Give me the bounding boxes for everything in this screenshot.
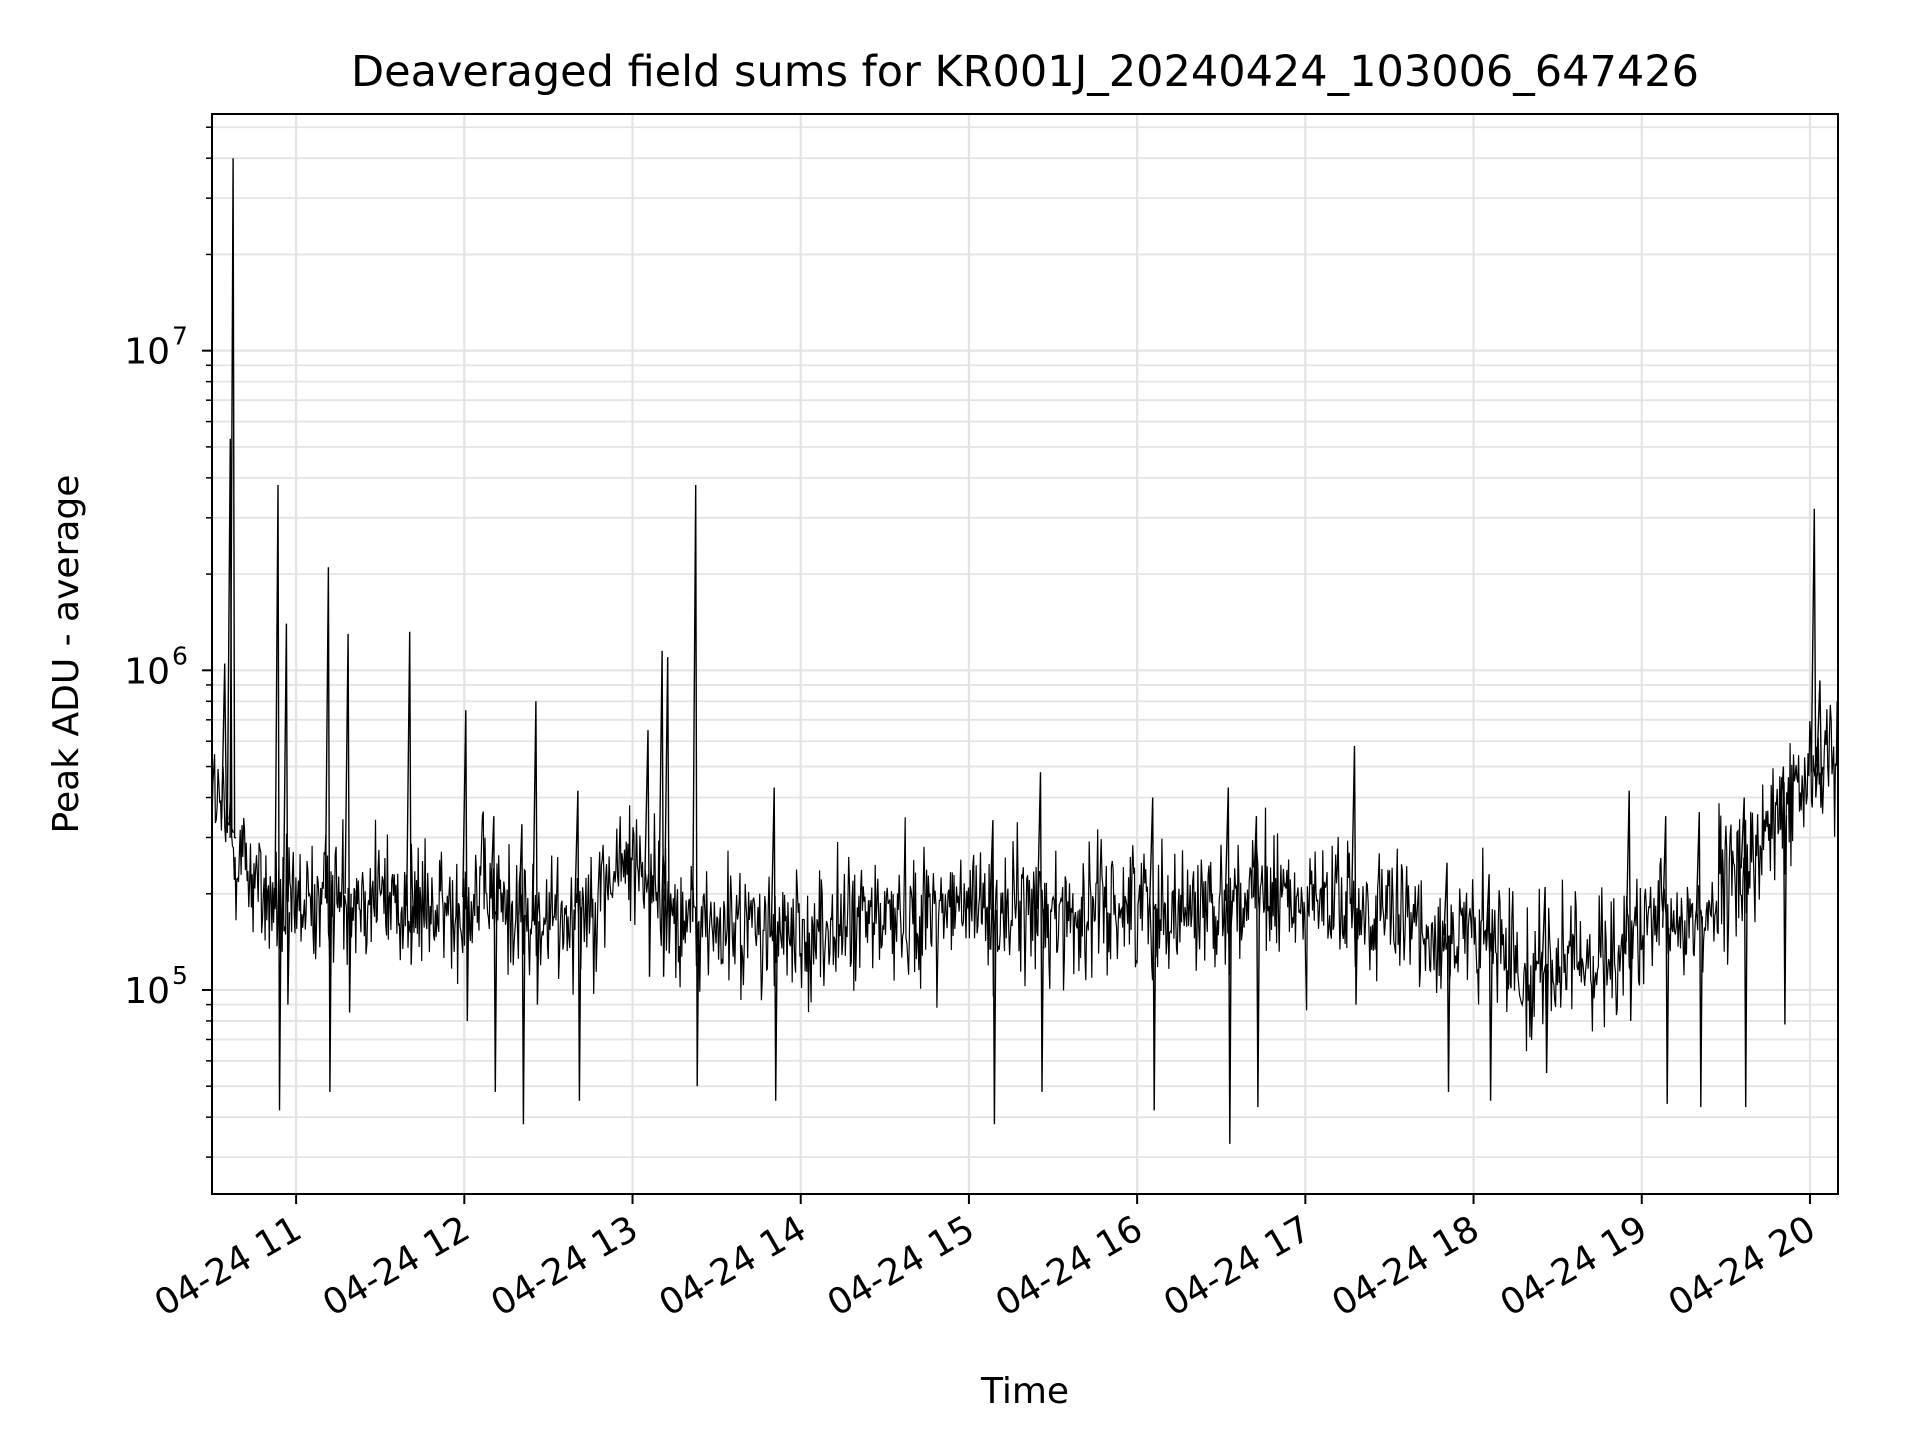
y-tick-exponent: 7: [172, 322, 188, 351]
y-axis-label: Peak ADU - average: [46, 475, 87, 834]
y-tick-base: 10: [124, 971, 170, 1012]
y-tick-base: 10: [124, 651, 170, 692]
y-tick-exponent: 6: [172, 641, 188, 670]
y-tick-exponent: 5: [172, 961, 188, 990]
x-axis-label: Time: [980, 1371, 1069, 1412]
chart-title: Deaveraged field sums for KR001J_2024042…: [351, 47, 1699, 97]
chart-figure: Deaveraged field sums for KR001J_2024042…: [0, 0, 1920, 1440]
y-tick-base: 10: [124, 332, 170, 373]
